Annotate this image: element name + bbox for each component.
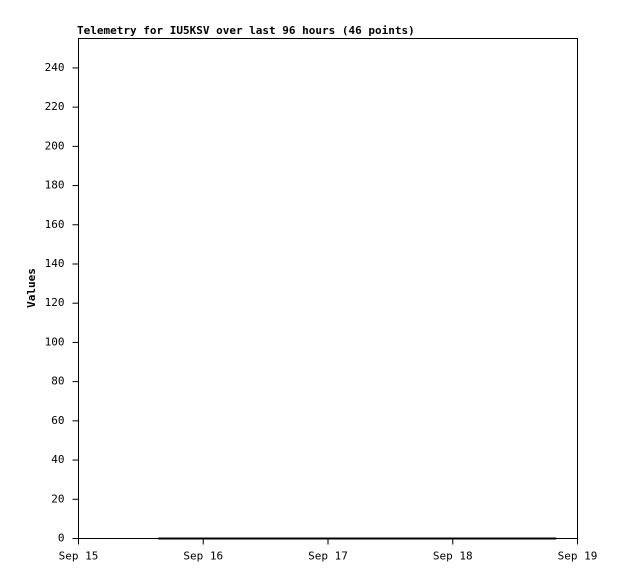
y-tick-label: 160: [45, 218, 65, 231]
y-tick-label: 80: [51, 375, 64, 388]
y-tick-label: 220: [45, 100, 65, 113]
x-tick-label: Sep 18: [433, 550, 473, 563]
y-axis-label: Values: [25, 268, 38, 308]
x-tick-label: Sep 19: [558, 550, 598, 563]
y-tick-label: 60: [51, 414, 64, 427]
x-tick-label: Sep 17: [308, 550, 348, 563]
y-tick-label: 240: [45, 61, 65, 74]
y-tick-label: 140: [45, 257, 65, 270]
y-tick-label: 120: [45, 296, 65, 309]
x-tick-label: Sep 15: [59, 550, 99, 563]
y-tick-label: 20: [51, 492, 64, 505]
y-tick-label: 40: [51, 453, 64, 466]
y-tick-label: 180: [45, 179, 65, 192]
x-tick-label: Sep 16: [183, 550, 223, 563]
y-tick-label: 100: [45, 335, 65, 348]
y-tick-label: 0: [58, 532, 65, 545]
chart-title: Telemetry for IU5KSV over last 96 hours …: [77, 24, 415, 37]
y-tick-label: 200: [45, 139, 65, 152]
